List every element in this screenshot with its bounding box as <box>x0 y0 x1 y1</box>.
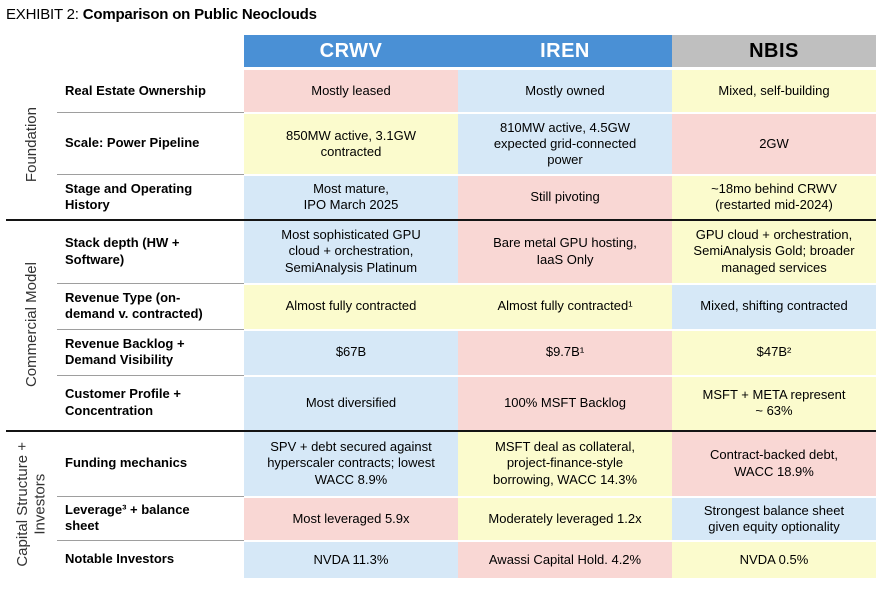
table-cell-iren: Still pivoting <box>458 174 672 219</box>
table-cell-iren: $9.7B¹ <box>458 328 672 375</box>
table-cell-iren: MSFT deal as collateral, project-finance… <box>458 431 672 496</box>
table-cell-crwv: Mostly leased <box>244 70 458 112</box>
header-spacer-group-col <box>6 35 57 67</box>
table-row: Customer Profile + Concentration Most div… <box>57 374 876 430</box>
exhibit-title: EXHIBIT 2: Comparison on Public Neocloud… <box>0 0 891 23</box>
exhibit-title-text: Comparison on Public Neoclouds <box>82 6 317 23</box>
row-label: Revenue Backlog + Demand Visibility <box>57 328 244 375</box>
table-cell-nbis: Contract-backed debt, WACC 18.9% <box>672 431 876 496</box>
table-cell-nbis: ~18mo behind CRWV (restarted mid-2024) <box>672 174 876 219</box>
row-label: Leverage³ + balance sheet <box>57 495 244 541</box>
row-label: Stage and Operating History <box>57 174 244 219</box>
table-cell-nbis: $47B² <box>672 328 876 375</box>
table-cell-crwv: 850MW active, 3.1GW contracted <box>244 112 458 174</box>
table-cell-iren: Mostly owned <box>458 70 672 112</box>
table-cell-crwv: Most sophisticated GPU cloud + orchestra… <box>244 220 458 283</box>
group-label-col: Capital Structure + Investors <box>6 432 57 579</box>
row-group: Commercial Model Stack depth (HW + Softwa… <box>6 218 876 430</box>
header-spacer-label-col <box>57 35 244 67</box>
table-cell-iren: Moderately leveraged 1.2x <box>458 495 672 540</box>
table-cell-crwv: Most leveraged 5.9x <box>244 495 458 540</box>
row-label: Stack depth (HW + Software) <box>65 235 180 267</box>
comparison-table: CRWV IREN NBIS Foundation Real Estate Owner… <box>6 35 876 578</box>
exhibit-label: EXHIBIT 2: <box>6 6 79 23</box>
group-label: Foundation <box>22 106 40 182</box>
table-body: Foundation Real Estate Ownership Mostly le… <box>6 70 876 578</box>
table-cell-nbis: Mixed, shifting contracted <box>672 282 876 329</box>
group-rows: Real Estate Ownership Mostly leased Mostly… <box>57 70 876 219</box>
table-row: Scale: Power Pipeline 850MW active, 3.1GW… <box>57 112 876 174</box>
row-label: Revenue Type (on- demand v. contracted) <box>57 282 244 329</box>
table-cell-nbis: NVDA 0.5% <box>672 540 876 578</box>
table-row: Leverage³ + balance sheet Most leveraged … <box>57 495 876 541</box>
table-cell-iren: 100% MSFT Backlog <box>458 374 672 430</box>
group-label: Commercial Model <box>22 262 40 388</box>
table-cell-nbis: Mixed, self-building <box>672 70 876 112</box>
column-header-nbis: NBIS <box>672 35 876 67</box>
table-cell-iren: 810MW active, 4.5GW expected grid-connec… <box>458 112 672 174</box>
table-cell-iren: Awassi Capital Hold. 4.2% <box>458 540 672 578</box>
group-label-col: Commercial Model <box>6 221 57 430</box>
table-row: Real Estate Ownership Mostly leased Mostly… <box>57 70 876 112</box>
table-cell-crwv: SPV + debt secured against hyperscaler c… <box>244 431 458 496</box>
row-label: Customer Profile + Concentration <box>57 374 244 430</box>
group-label: Capital Structure + Investors <box>14 442 49 568</box>
column-header-crwv: CRWV <box>244 35 458 67</box>
table-cell-nbis: MSFT + META represent ~ 63% <box>672 374 876 430</box>
table-cell-nbis: GPU cloud + orchestration, SemiAnalysis … <box>672 220 876 283</box>
table-cell-crwv: Most diversified <box>244 374 458 430</box>
table-row: Funding mechanics SPV + debt secured agai… <box>57 431 876 496</box>
row-label: Real Estate Ownership <box>65 82 206 98</box>
row-group: Foundation Real Estate Ownership Mostly le… <box>6 70 876 219</box>
table-cell-nbis: Strongest balance sheet given equity opt… <box>672 495 876 540</box>
table-cell-crwv: Almost fully contracted <box>244 282 458 329</box>
table-cell-crwv: Most mature, IPO March 2025 <box>244 174 458 219</box>
table-row: Revenue Type (on- demand v. contracted) A… <box>57 282 876 329</box>
group-rows: Funding mechanics SPV + debt secured agai… <box>57 431 876 578</box>
group-label-col: Foundation <box>6 70 57 219</box>
table-cell-iren: Almost fully contracted¹ <box>458 282 672 329</box>
group-rows: Stack depth (HW + Software) Most sophisti… <box>57 220 876 430</box>
table-cell-nbis: 2GW <box>672 112 876 174</box>
column-header-iren: IREN <box>458 35 672 67</box>
table-row: Stack depth (HW + Software) Most sophisti… <box>57 220 876 283</box>
table-header-row: CRWV IREN NBIS <box>6 35 876 67</box>
table-row: Stage and Operating History Most mature, … <box>57 174 876 219</box>
table-cell-iren: Bare metal GPU hosting, IaaS Only <box>458 220 672 283</box>
row-label: Funding mechanics <box>65 455 188 471</box>
row-label: Scale: Power Pipeline <box>57 112 244 174</box>
table-row: Revenue Backlog + Demand Visibility $67B $… <box>57 328 876 375</box>
table-cell-crwv: $67B <box>244 328 458 375</box>
table-row: Notable Investors NVDA 11.3% Awassi Capita… <box>57 540 876 578</box>
row-label: Notable Investors <box>57 540 244 578</box>
table-cell-crwv: NVDA 11.3% <box>244 540 458 578</box>
row-group: Capital Structure + Investors Funding mec… <box>6 429 876 579</box>
